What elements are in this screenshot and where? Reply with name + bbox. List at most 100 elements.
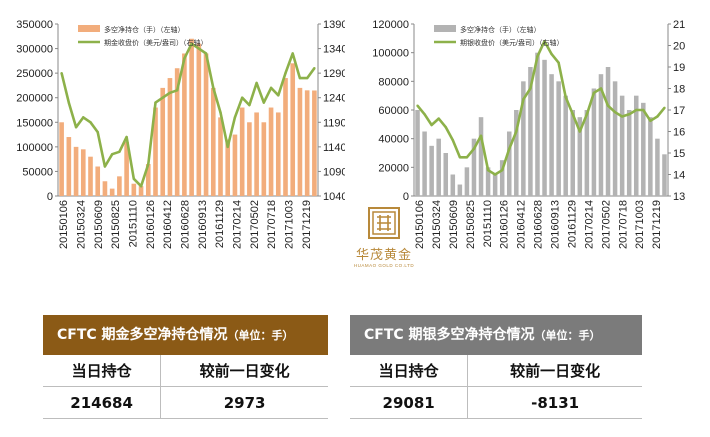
gold-bar	[117, 176, 122, 196]
gold-bar	[283, 78, 288, 196]
gold-bar	[80, 149, 86, 196]
silver-price-point	[451, 138, 455, 142]
silver-bar	[605, 67, 611, 196]
gold-price-line	[60, 42, 316, 188]
silver-x-tick-label: 20150106	[414, 200, 426, 249]
silver-bar	[655, 138, 660, 196]
silver-bar	[598, 74, 604, 196]
silver-price-point	[522, 98, 525, 101]
gold-y-right-tick-label: 1390	[323, 19, 345, 31]
silver-price-point	[479, 134, 483, 137]
gold-bar	[160, 87, 166, 196]
gold-price-point	[74, 126, 78, 129]
gold-bar	[218, 117, 223, 196]
gold-price-point	[298, 76, 302, 80]
silver-bar	[535, 52, 540, 196]
gold-panel-title: CFTC 期金多空净持仓情况	[57, 327, 228, 343]
gold-y-right-tick-label: 1140	[323, 142, 345, 154]
gold-position-panel: CFTC 期金多空净持仓情况（单位：手） 当日持仓 较前一日变化 214684 …	[43, 315, 328, 419]
silver-bar	[556, 81, 561, 196]
gold-x-tick-label: 20171219	[301, 200, 313, 249]
gold-bar	[124, 141, 129, 196]
silver-price-point	[557, 61, 560, 64]
gold-y-left-tick-label: 150000	[16, 117, 53, 129]
gold-bar	[138, 186, 144, 196]
silver-y-right-tick-label: 18	[673, 84, 685, 96]
gold-y-left-tick-label: 250000	[16, 68, 53, 80]
gold-header-position: 当日持仓	[43, 355, 162, 387]
silver-y-left-tick-label: 120000	[372, 19, 409, 31]
silver-price-point	[430, 123, 433, 127]
gold-price-point	[168, 91, 172, 95]
silver-price-point	[571, 113, 574, 116]
gold-x-tick-label: 20170718	[266, 200, 278, 249]
silver-price-point	[465, 156, 469, 159]
gold-bar	[109, 188, 115, 196]
silver-y-left-tick-label: 20000	[378, 162, 409, 174]
brand-subtitle: HUAMAO GOLD CO.LTD	[353, 263, 415, 268]
silver-price-point	[472, 147, 476, 150]
silver-x-tick-label: 20150609	[448, 200, 460, 249]
gold-bar	[247, 122, 252, 196]
gold-bar	[88, 156, 93, 196]
silver-bar	[591, 88, 597, 196]
gold-x-tick-label: 20160412	[162, 200, 174, 249]
silver-bar	[471, 138, 477, 196]
silver-bar	[464, 167, 470, 196]
gold-price-point	[147, 162, 150, 166]
gold-y-right-tick-label: 1040	[323, 191, 345, 203]
silver-price-point	[663, 106, 666, 110]
silver-x-tick-label: 20170502	[600, 200, 612, 249]
silver-y-left-tick-label: 80000	[378, 76, 409, 88]
gold-x-tick-label: 20150106	[58, 200, 70, 249]
gold-y-left-tick-label: 100000	[16, 142, 53, 154]
gold-x-tick-label: 20170214	[232, 200, 244, 249]
gold-x-tick-label: 20150609	[93, 200, 105, 249]
gold-price-point	[161, 96, 164, 99]
gold-bar	[66, 137, 72, 196]
table-row: 当日持仓 较前一日变化	[350, 355, 642, 387]
seal-icon	[368, 207, 400, 239]
gold-price-point	[262, 101, 266, 104]
silver-price-point	[550, 52, 553, 56]
silver-price-point	[599, 87, 603, 90]
silver-x-tick-label: 20160126	[499, 200, 511, 249]
silver-x-tick-label: 20160913	[550, 200, 562, 249]
silver-position-panel: CFTC 期银多空净持仓情况（单位：手） 当日持仓 较前一日变化 29081 -…	[350, 315, 642, 419]
silver-header-change: 较前一日变化	[467, 355, 642, 387]
silver-price-point	[585, 113, 589, 116]
silver-value-position: 29081	[350, 386, 469, 419]
gold-value-position: 214684	[43, 386, 162, 419]
gold-x-tick-label: 20171003	[284, 200, 296, 249]
silver-price-point	[423, 113, 426, 116]
gold-position-table: 当日持仓 较前一日变化 214684 2973	[43, 355, 328, 419]
silver-bar	[648, 117, 653, 196]
silver-price-point	[529, 87, 532, 90]
gold-x-tick-label: 20170502	[249, 200, 261, 249]
gold-price-point	[183, 57, 186, 60]
silver-bar	[612, 81, 618, 196]
gold-price-point	[67, 101, 71, 104]
gold-bar	[312, 90, 317, 196]
gold-legend-bar-swatch	[78, 25, 100, 32]
silver-bar	[662, 154, 667, 196]
silver-legend-bar-label: 多空净持仓（手）（左轴）	[460, 25, 541, 34]
silver-bar	[514, 110, 519, 196]
gold-bar	[196, 43, 202, 197]
silver-price-point	[536, 55, 539, 58]
brand-name: 华茂黄金	[355, 248, 412, 263]
silver-bar	[443, 153, 449, 196]
gold-price-point	[226, 145, 229, 149]
silver-bar	[641, 102, 646, 196]
gold-bar	[59, 122, 64, 196]
gold-y-right-tick-label: 1190	[323, 117, 345, 129]
gold-price-point	[110, 153, 114, 156]
gold-chart: 0 50000 100000 150000 200000 250000 300000 3500…	[16, 19, 345, 249]
gold-x-tick-label: 20150324	[76, 200, 88, 249]
gold-x-tick-label: 20151110	[128, 200, 140, 247]
gold-bar	[73, 146, 79, 196]
silver-header-position: 当日持仓	[350, 355, 469, 387]
silver-y-right-tick-label: 14	[673, 170, 685, 182]
silver-price-point	[508, 147, 511, 150]
gold-price-point	[212, 86, 215, 90]
